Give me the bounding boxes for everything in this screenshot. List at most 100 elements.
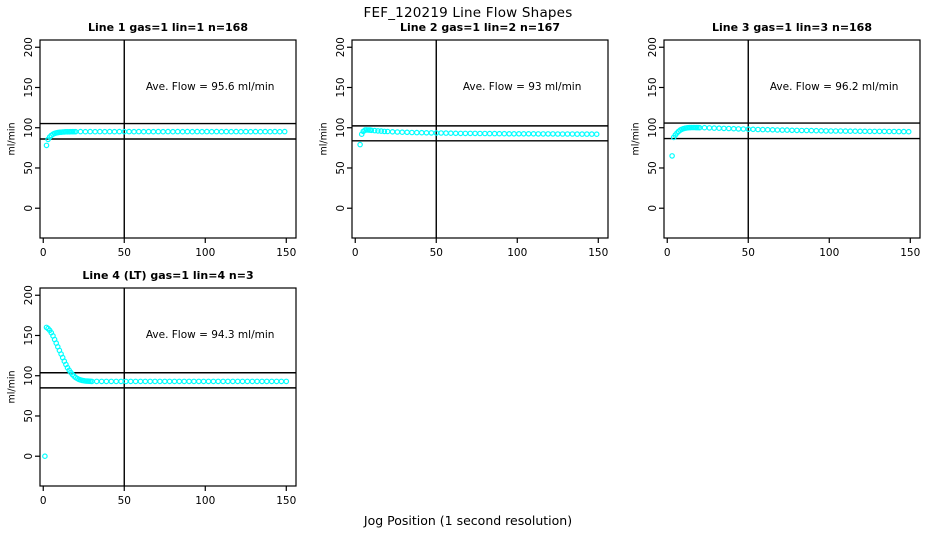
panel-plot-svg: 0 50 100 150 0 50 100 150 200 ml/min Ave. Flow = 9… bbox=[319, 37, 609, 259]
data-point bbox=[259, 378, 265, 385]
data-point bbox=[482, 130, 488, 137]
data-point bbox=[244, 378, 251, 385]
data-point bbox=[428, 130, 435, 136]
data-point bbox=[43, 142, 50, 149]
data-point bbox=[832, 128, 839, 134]
data-point bbox=[501, 130, 508, 137]
data-points-series bbox=[669, 124, 912, 159]
data-point bbox=[267, 128, 273, 135]
x-tick-label: 150 bbox=[276, 495, 296, 507]
panel-plot-svg: 0 50 100 150 0 50 100 150 200 ml/min Ave. Flow = 9… bbox=[7, 285, 297, 507]
data-point bbox=[97, 128, 103, 135]
data-point bbox=[108, 378, 115, 385]
data-point bbox=[98, 378, 105, 385]
data-point bbox=[448, 130, 454, 137]
data-point bbox=[157, 378, 163, 385]
data-point bbox=[82, 128, 89, 135]
data-point bbox=[179, 128, 186, 135]
data-point bbox=[716, 125, 722, 132]
data-point bbox=[730, 125, 737, 132]
data-point bbox=[137, 378, 144, 385]
data-point bbox=[213, 128, 220, 135]
data-point bbox=[862, 128, 868, 135]
data-point bbox=[381, 128, 388, 135]
data-point bbox=[813, 127, 820, 134]
data-point bbox=[511, 131, 517, 137]
data-point bbox=[857, 128, 863, 135]
data-point bbox=[545, 131, 551, 137]
data-point bbox=[891, 128, 897, 135]
data-point bbox=[755, 126, 761, 133]
data-point bbox=[200, 378, 207, 385]
y-tick-label: 50 bbox=[23, 409, 35, 422]
x-tick-label: 0 bbox=[40, 495, 47, 507]
data-point bbox=[477, 130, 483, 137]
data-point bbox=[371, 127, 378, 134]
data-point bbox=[228, 128, 235, 135]
data-point bbox=[273, 378, 280, 385]
y-tick-label: 100 bbox=[647, 118, 659, 138]
data-points-series bbox=[43, 128, 288, 149]
panel-title: Line 4 (LT) gas=1 lin=4 n=3 bbox=[82, 269, 254, 282]
ave-flow-annotation: Ave. Flow = 94.3 ml/min bbox=[146, 329, 275, 341]
data-point bbox=[140, 128, 147, 135]
data-point bbox=[268, 378, 275, 385]
data-point bbox=[257, 128, 264, 135]
data-point bbox=[535, 131, 542, 137]
data-point bbox=[452, 130, 459, 137]
data-point bbox=[711, 125, 718, 131]
data-point bbox=[106, 128, 113, 135]
data-point bbox=[900, 128, 907, 135]
x-axis-label: Jog Position (1 second resolution) bbox=[363, 513, 573, 528]
data-point bbox=[472, 130, 478, 137]
panel-title: Line 2 gas=1 lin=2 n=167 bbox=[399, 21, 560, 34]
x-tick-label: 100 bbox=[819, 247, 839, 259]
data-point bbox=[847, 128, 854, 135]
data-point bbox=[750, 126, 756, 133]
data-point bbox=[147, 378, 154, 385]
y-tick-label: 0 bbox=[647, 205, 659, 212]
data-point bbox=[210, 378, 217, 385]
data-point bbox=[574, 131, 581, 137]
data-point bbox=[798, 127, 805, 134]
data-point bbox=[389, 129, 396, 135]
data-point bbox=[368, 127, 375, 134]
data-point bbox=[881, 128, 888, 135]
data-point bbox=[208, 128, 215, 135]
data-point bbox=[225, 378, 231, 385]
data-point bbox=[701, 124, 708, 131]
x-tick-label: 50 bbox=[118, 247, 131, 259]
x-tick-label: 100 bbox=[507, 247, 527, 259]
data-point bbox=[764, 126, 771, 133]
plot-box bbox=[39, 39, 297, 239]
data-point bbox=[263, 378, 270, 385]
data-point bbox=[92, 128, 98, 135]
data-point bbox=[896, 128, 902, 135]
data-point bbox=[399, 129, 406, 136]
x-tick-label: 150 bbox=[276, 247, 296, 259]
data-point bbox=[165, 128, 171, 135]
data-point bbox=[249, 378, 256, 385]
data-point bbox=[132, 378, 139, 385]
y-axis-unit-label: ml/min bbox=[319, 122, 330, 155]
data-point bbox=[794, 127, 800, 134]
data-point bbox=[102, 128, 108, 135]
data-point bbox=[239, 378, 246, 385]
data-point bbox=[516, 131, 522, 137]
y-tick-label: 200 bbox=[647, 37, 659, 57]
data-point bbox=[176, 378, 183, 385]
data-point bbox=[808, 127, 815, 134]
y-tick-label: 150 bbox=[335, 77, 347, 97]
data-point bbox=[220, 378, 226, 385]
data-point bbox=[283, 378, 290, 385]
data-point bbox=[160, 128, 166, 135]
data-point bbox=[530, 131, 537, 137]
ave-flow-annotation: Ave. Flow = 93 ml/min bbox=[463, 81, 582, 93]
data-point bbox=[113, 378, 120, 385]
data-point bbox=[142, 378, 149, 385]
data-point bbox=[87, 128, 94, 135]
y-axis-unit-label: ml/min bbox=[631, 122, 642, 155]
data-point bbox=[218, 128, 225, 135]
data-point bbox=[205, 378, 212, 385]
